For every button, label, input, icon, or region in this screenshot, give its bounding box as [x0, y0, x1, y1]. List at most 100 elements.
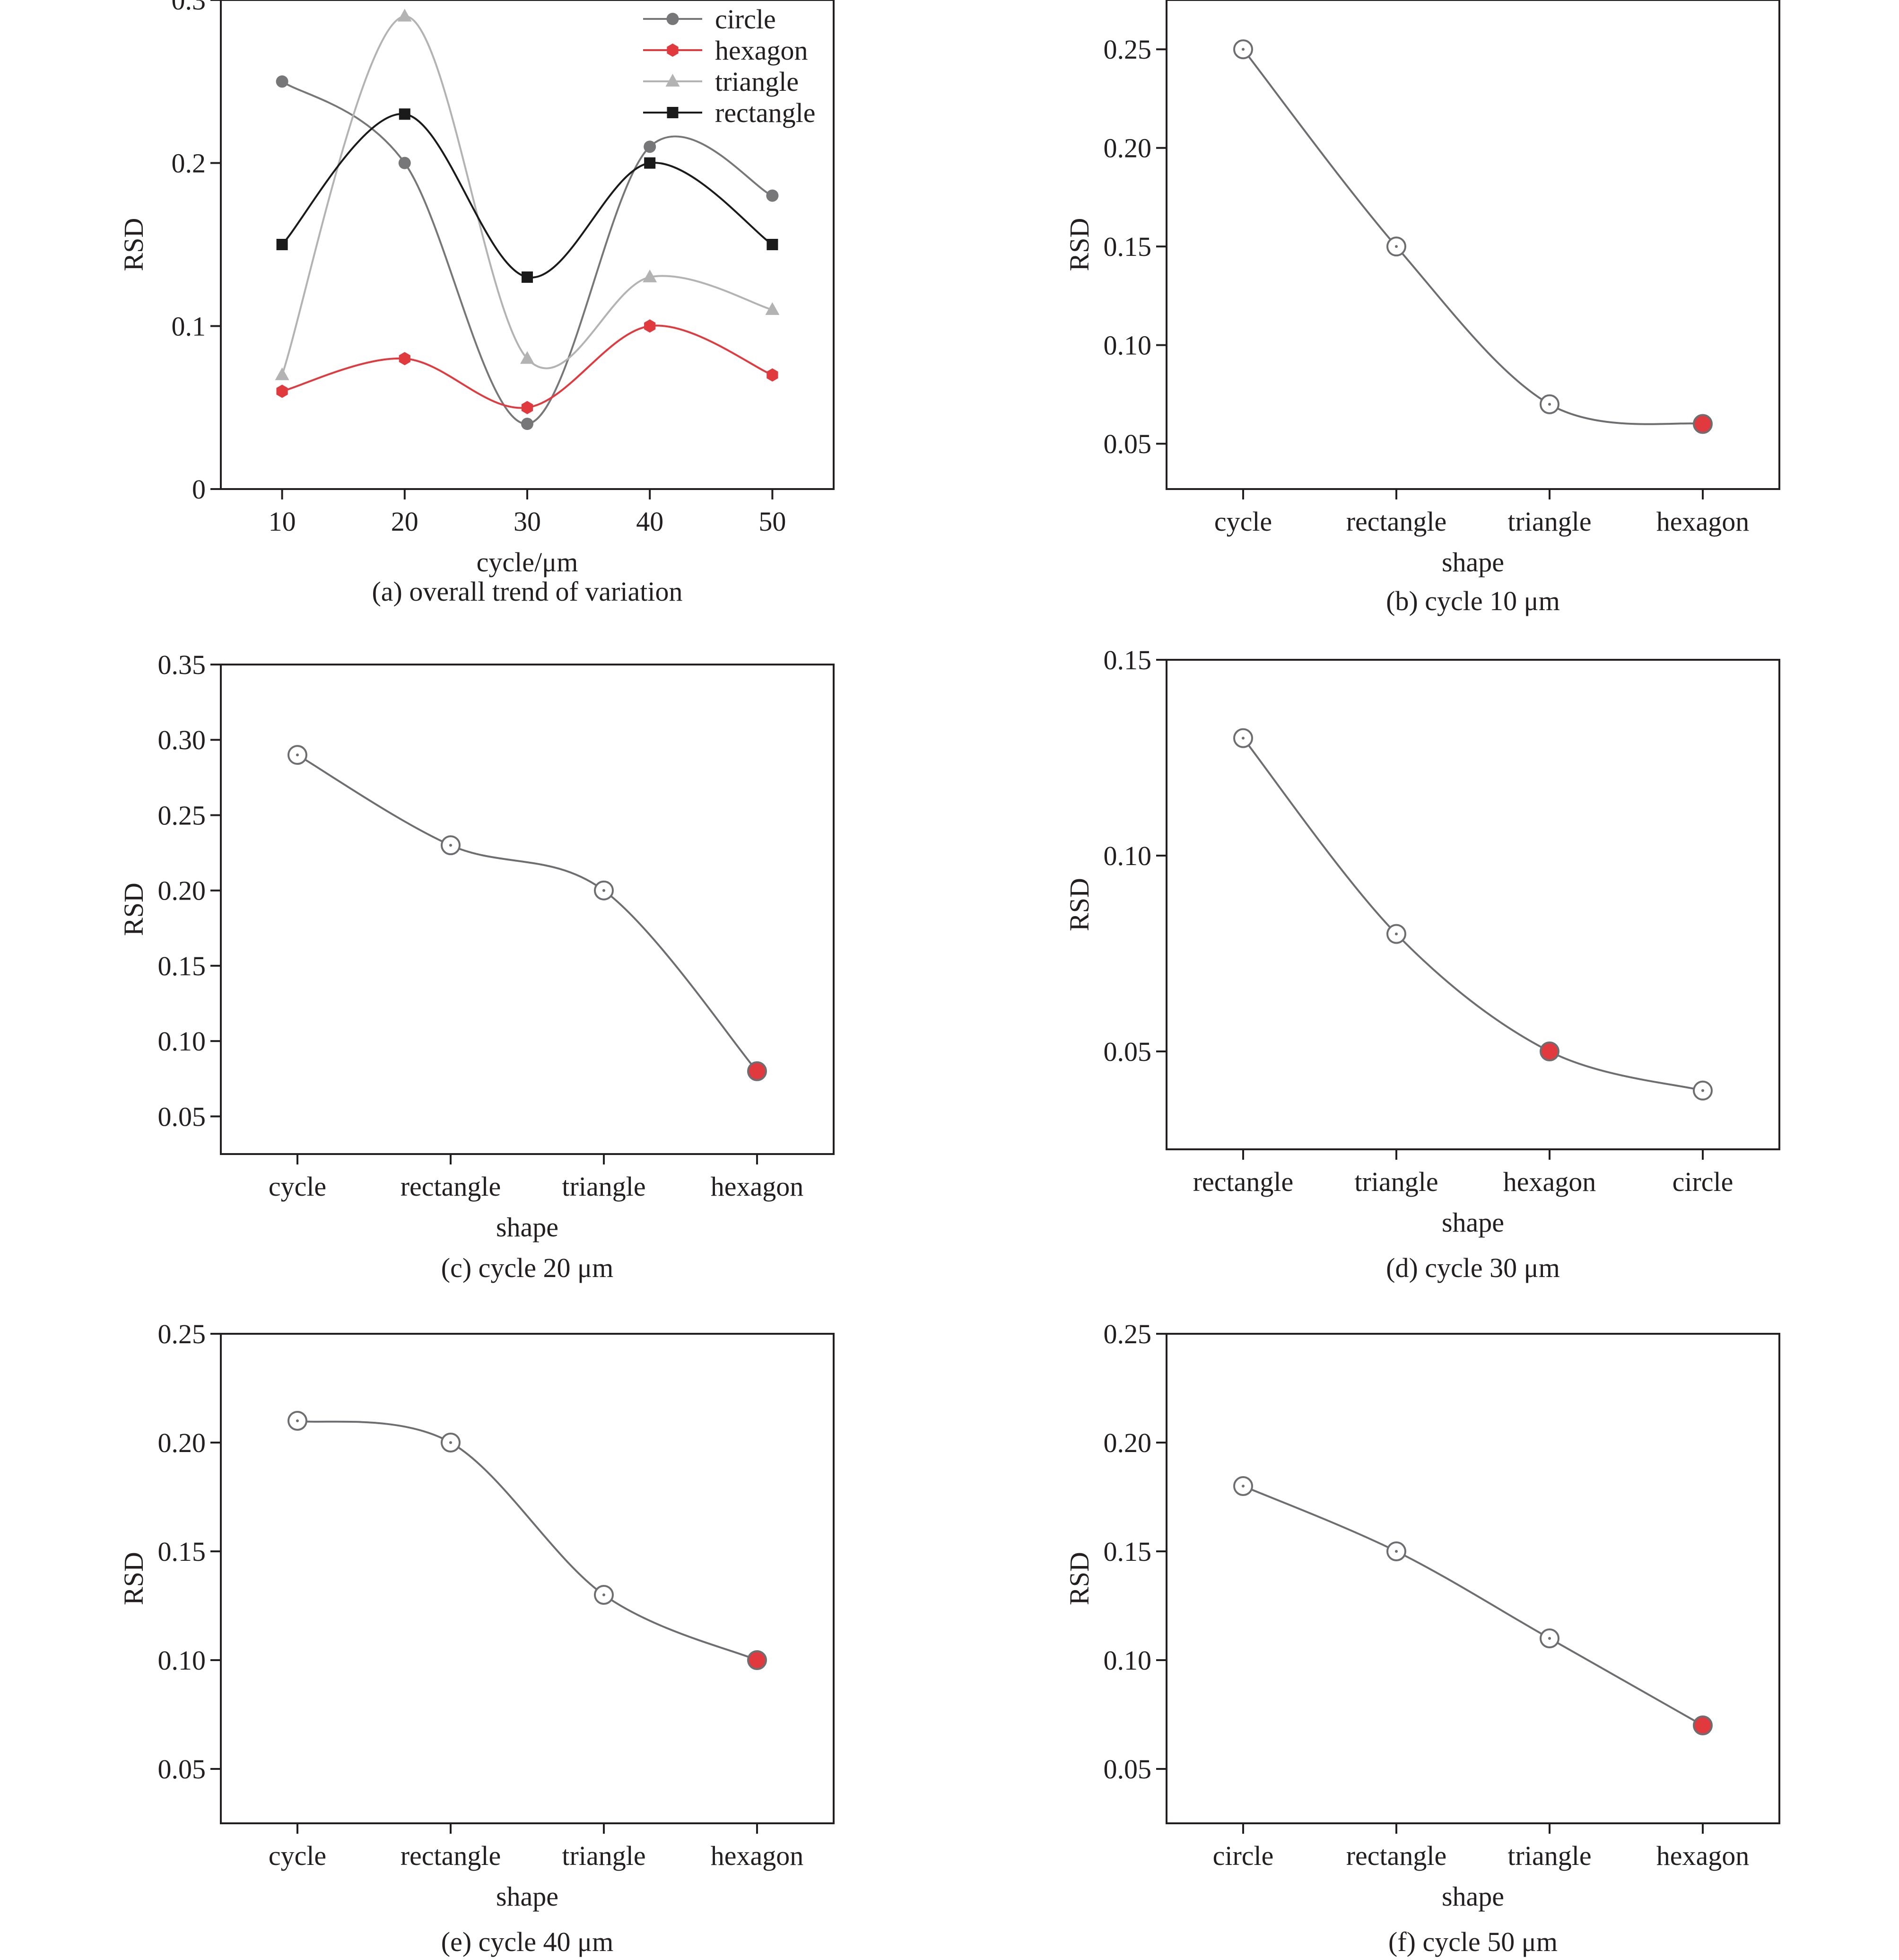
- y-axis-title: RSD: [1064, 1552, 1095, 1605]
- y-tick-label: 0.10: [158, 1645, 206, 1676]
- series-line: [1243, 1485, 1703, 1726]
- panel-caption: (b) cycle 10 μm: [1386, 586, 1560, 616]
- chart-panel-c: 0.05 0.10 0.15 0.20 0.25 0.30 0.35 cycle rectang…: [118, 649, 835, 1283]
- y-tick-label: 0.10: [1104, 1645, 1152, 1676]
- series-line: [297, 1420, 758, 1661]
- y-tick-label: 0.25: [158, 800, 206, 831]
- x-tick-label: triangle: [562, 1840, 645, 1871]
- y-tick-label: 0.05: [1104, 1036, 1152, 1067]
- x-tick-label: hexagon: [1656, 1840, 1750, 1871]
- legend-marker-triangle: [665, 74, 680, 87]
- y-tick-label: 0.05: [1104, 429, 1152, 459]
- data-point-triangle: [643, 269, 657, 282]
- chart-panel-e: 0.05 0.10 0.15 0.20 0.25 cycle rectangle triang…: [118, 1319, 835, 1957]
- x-tick-label: rectangle: [401, 1840, 501, 1871]
- x-tick-label: rectangle: [401, 1171, 501, 1202]
- x-axis-title: shape: [1442, 1881, 1504, 1912]
- x-tick-label: 30: [514, 506, 541, 537]
- y-axis-title: RSD: [118, 218, 149, 271]
- data-point-circle: [521, 418, 533, 430]
- y-tick-label: 0.15: [158, 951, 206, 981]
- data-point-hexagon: [399, 352, 410, 366]
- legend-marker-hexagon: [667, 44, 679, 57]
- data-point-center: [602, 889, 605, 892]
- data-point-rectangle: [767, 239, 778, 250]
- data-point-triangle: [275, 367, 289, 380]
- y-tick-label: 0.10: [1104, 330, 1152, 361]
- x-tick-label: circle: [1213, 1840, 1274, 1871]
- legend-label: circle: [715, 4, 776, 35]
- chart-panel-f: 0.05 0.10 0.15 0.20 0.25 circle rectangle trian…: [1064, 1319, 1780, 1957]
- y-tick-label: 0.30: [158, 725, 206, 755]
- data-point-circle: [398, 157, 411, 169]
- y-tick-label: 0.25: [1104, 1319, 1152, 1349]
- y-tick-label: 0.15: [1104, 1536, 1152, 1567]
- y-tick-label: 0.25: [158, 1319, 206, 1349]
- x-tick-label: rectangle: [1193, 1166, 1294, 1197]
- data-point-hexagon: [767, 368, 778, 382]
- y-tick-label: 0.05: [158, 1754, 206, 1785]
- data-point-highlight: [1540, 1041, 1559, 1061]
- series-line-triangle: [281, 15, 773, 376]
- panel-caption: (f) cycle 50 μm: [1388, 1926, 1558, 1957]
- x-tick-label: triangle: [1507, 506, 1591, 537]
- series-line: [296, 754, 758, 1072]
- data-point-center: [1395, 932, 1398, 936]
- x-tick-label: triangle: [562, 1171, 645, 1202]
- plot-frame: [1166, 0, 1780, 490]
- y-tick-label: 0.35: [158, 649, 206, 680]
- y-tick-label: 0.2: [172, 148, 206, 179]
- data-point-circle: [276, 75, 288, 88]
- legend-marker-circle: [666, 13, 679, 25]
- series-line-rectangle: [281, 113, 773, 279]
- data-point-highlight: [1693, 1715, 1713, 1735]
- x-tick-label: cycle: [269, 1840, 326, 1871]
- data-point-center: [1242, 1485, 1245, 1488]
- x-tick-label: circle: [1673, 1166, 1733, 1197]
- x-axis-title: shape: [1442, 547, 1504, 578]
- chart-panel-b: 0.05 0.10 0.15 0.20 0.25 cycle rectangle triang…: [1064, 0, 1780, 616]
- plot-frame: [1166, 1333, 1780, 1824]
- data-point-center: [296, 1419, 299, 1422]
- x-axis-title: shape: [1442, 1207, 1504, 1238]
- panel-caption: (c) cycle 20 μm: [441, 1252, 613, 1283]
- y-tick-label: 0.10: [158, 1026, 206, 1057]
- y-tick-label: 0.05: [158, 1101, 206, 1132]
- y-tick-label: 0.10: [1104, 840, 1152, 871]
- y-axis-title: RSD: [118, 1552, 149, 1605]
- data-point-center: [449, 1441, 452, 1444]
- legend-label: triangle: [715, 66, 799, 97]
- data-point-center: [296, 753, 299, 757]
- data-point-center: [1242, 736, 1245, 740]
- x-tick-label: cycle: [269, 1171, 326, 1202]
- series-line: [1242, 737, 1703, 1092]
- data-point-center: [602, 1593, 605, 1596]
- y-tick-label: 0.05: [1104, 1754, 1152, 1785]
- x-tick-label: hexagon: [711, 1171, 804, 1202]
- data-point-center: [449, 844, 452, 847]
- x-tick-label: hexagon: [1503, 1166, 1596, 1197]
- x-tick-label: hexagon: [711, 1840, 804, 1871]
- data-point-triangle: [520, 351, 534, 364]
- chart-panel-d: 0.05 0.10 0.15 rectangle triangle hexagon circ…: [1064, 645, 1780, 1283]
- series-line-hexagon: [282, 324, 773, 409]
- x-tick-label: 50: [758, 506, 786, 537]
- data-point-rectangle: [644, 157, 656, 169]
- x-axis-title: shape: [496, 1212, 558, 1242]
- y-tick-label: 0.25: [1104, 34, 1152, 65]
- panel-caption: (e) cycle 40 μm: [441, 1926, 613, 1957]
- data-point-highlight: [747, 1650, 767, 1670]
- legend-marker-rectangle: [667, 107, 679, 118]
- plot-frame: [1166, 659, 1780, 1150]
- plot-frame: [220, 1333, 835, 1824]
- x-tick-label: hexagon: [1656, 506, 1750, 537]
- data-point-highlight: [1693, 414, 1713, 434]
- x-tick-label: cycle: [1214, 506, 1272, 537]
- y-tick-label: 0.15: [1104, 645, 1152, 675]
- y-axis-title: RSD: [1064, 878, 1095, 931]
- data-point-highlight: [747, 1061, 767, 1081]
- y-tick-label: 0.20: [158, 875, 206, 906]
- y-tick-label: 0.15: [1104, 231, 1152, 262]
- y-axis-title: RSD: [1064, 218, 1095, 271]
- series-line-circle: [281, 80, 773, 425]
